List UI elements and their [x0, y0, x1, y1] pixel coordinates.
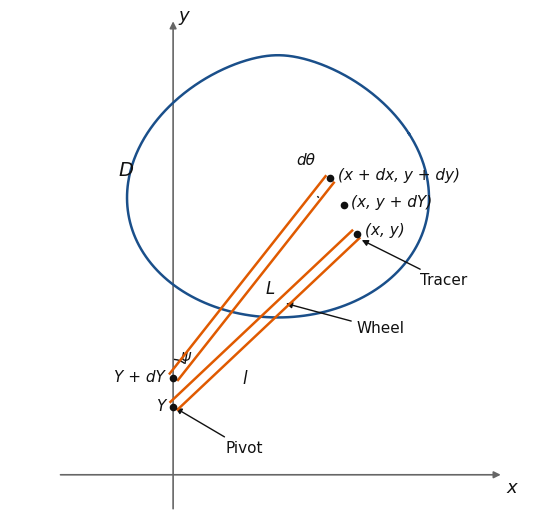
Text: l: l [242, 370, 247, 388]
Text: L: L [266, 280, 275, 298]
Text: ψ: ψ [180, 349, 190, 365]
Text: Y + dY: Y + dY [115, 370, 165, 385]
Text: Y: Y [156, 399, 165, 414]
Text: dθ: dθ [296, 153, 315, 167]
Text: D: D [118, 161, 133, 180]
Text: (x, y + dY): (x, y + dY) [351, 195, 433, 209]
Text: Tracer: Tracer [363, 241, 467, 288]
Text: x: x [506, 479, 517, 497]
Text: (x + dx, y + dy): (x + dx, y + dy) [338, 169, 460, 183]
Text: y: y [178, 7, 189, 25]
Text: Wheel: Wheel [287, 303, 405, 337]
Text: Pivot: Pivot [177, 409, 263, 456]
Text: (x, y): (x, y) [365, 224, 404, 238]
